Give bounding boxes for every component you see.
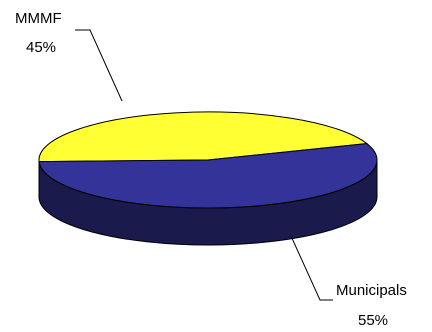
slice-mmmf [38,111,369,163]
leader-line-municipals [290,235,333,301]
leader-line-mmmf [75,29,123,102]
value-label-municipals: 55% [358,312,388,329]
slice-municipals [38,143,378,209]
label-mmmf: MMMF [15,10,62,27]
value-label-mmmf: 45% [26,39,56,56]
label-municipals: Municipals [336,282,407,299]
